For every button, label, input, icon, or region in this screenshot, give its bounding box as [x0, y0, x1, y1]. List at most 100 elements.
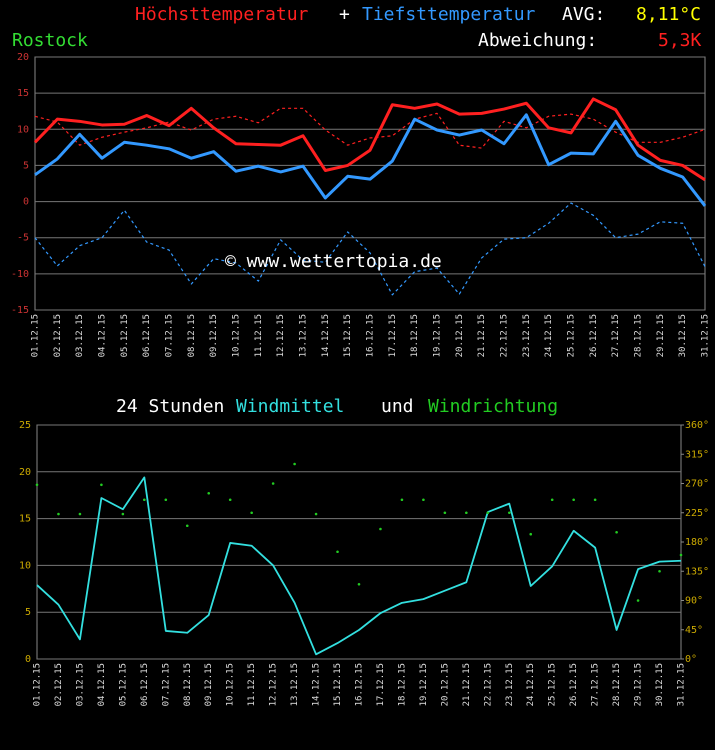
y2-tick-label: 90° — [685, 596, 703, 607]
x-tick-label: 31.12.15 — [701, 314, 711, 357]
direction-dot — [78, 512, 82, 516]
x-tick-label: 17.12.15 — [376, 663, 386, 706]
x-tick-label: 22.12.15 — [483, 663, 493, 706]
x-tick-label: 26.12.15 — [589, 314, 599, 357]
x-tick-label: 02.12.15 — [54, 663, 64, 706]
direction-dot — [572, 498, 575, 502]
x-tick-label: 02.12.15 — [53, 314, 63, 357]
x-tick-label: 08.12.15 — [183, 663, 193, 706]
y-tick-label: 0 — [23, 197, 29, 208]
x-tick-label: 16.12.15 — [366, 314, 376, 357]
location: Rostock — [12, 30, 88, 51]
deviation-value: 5,3K — [658, 30, 702, 51]
y2-tick-label: 315° — [685, 449, 709, 460]
direction-dot — [422, 498, 425, 502]
series-line — [34, 107, 706, 149]
x-tick-label: 14.12.15 — [312, 663, 322, 706]
x-tick-label: 11.12.15 — [254, 314, 264, 357]
x-tick-label: 14.12.15 — [321, 314, 331, 357]
x-tick-label: 05.12.15 — [118, 663, 128, 706]
direction-dot — [615, 530, 618, 534]
x-tick-label: 31.12.15 — [677, 663, 687, 706]
x-tick-label: 28.12.15 — [612, 663, 622, 706]
x-tick-label: 20.12.15 — [440, 663, 450, 706]
y-tick-label: 20 — [17, 52, 29, 63]
direction-dot — [228, 498, 232, 502]
x-tick-label: 08.12.15 — [187, 314, 197, 357]
direction-dot — [293, 462, 296, 466]
x-tick-label: 01.12.15 — [31, 314, 41, 357]
direction-dot — [679, 553, 683, 557]
x-tick-label: 15.12.15 — [343, 314, 353, 357]
y2-tick-label: 180° — [685, 537, 709, 548]
direction-dot — [35, 483, 39, 487]
x-tick-label: 06.12.15 — [140, 663, 150, 706]
x-tick-label: 24.12.15 — [526, 663, 536, 706]
direction-dot — [100, 483, 103, 487]
y-tick-label: -15 — [11, 305, 29, 316]
y2-tick-label: 225° — [685, 508, 709, 519]
x-tick-label: 05.12.15 — [120, 314, 130, 357]
direction-dot — [658, 569, 661, 573]
legend-joiner: + — [339, 4, 350, 25]
direction-dot — [207, 491, 211, 495]
x-tick-label: 26.12.15 — [569, 663, 579, 706]
watermark: © www.wettertopia.de — [225, 251, 442, 272]
x-tick-label: 09.12.15 — [209, 314, 219, 357]
x-tick-label: 19.12.15 — [433, 314, 443, 357]
legend-entry: Höchsttemperatur — [135, 4, 309, 25]
x-tick-label: 15.12.15 — [333, 663, 343, 706]
legend-entry: Windrichtung — [428, 396, 558, 417]
direction-dot — [185, 524, 189, 528]
chart-title: 24 Stunden — [116, 396, 224, 417]
x-tick-label: 23.12.15 — [522, 314, 532, 357]
x-tick-label: 30.12.15 — [678, 314, 688, 357]
x-tick-label: 30.12.15 — [655, 663, 665, 706]
x-tick-label: 21.12.15 — [477, 314, 487, 357]
x-tick-label: 18.12.15 — [397, 663, 407, 706]
y-tick-label: -5 — [17, 233, 29, 244]
series-line — [33, 97, 706, 182]
x-tick-label: 12.12.15 — [276, 314, 286, 357]
direction-dot — [550, 498, 554, 502]
direction-dot — [507, 511, 511, 515]
direction-dot — [400, 498, 404, 502]
x-tick-label: 09.12.15 — [204, 663, 214, 706]
x-tick-label: 24.12.15 — [544, 314, 554, 357]
x-tick-label: 12.12.15 — [269, 663, 279, 706]
y-tick-label: 20 — [19, 467, 31, 478]
direction-dot — [636, 599, 640, 602]
direction-dot — [465, 511, 468, 515]
x-tick-label: 04.12.15 — [97, 663, 107, 706]
direction-dot — [357, 582, 361, 586]
legend-entry: Windmittel — [236, 396, 344, 417]
direction-dot — [271, 482, 275, 485]
x-tick-label: 28.12.15 — [634, 314, 644, 357]
direction-dot — [57, 512, 60, 516]
x-tick-label: 06.12.15 — [142, 314, 152, 357]
deviation-label: Abweichung: — [478, 30, 597, 51]
y-tick-label: 10 — [17, 124, 29, 135]
series-line — [34, 202, 706, 296]
y-tick-label: 10 — [19, 560, 31, 571]
x-tick-label: 25.12.15 — [548, 663, 558, 706]
x-tick-label: 23.12.15 — [505, 663, 515, 706]
x-tick-label: 21.12.15 — [462, 663, 472, 706]
x-tick-label: 27.12.15 — [611, 314, 621, 357]
x-tick-label: 13.12.15 — [290, 663, 300, 706]
plot-frame — [36, 424, 682, 660]
x-tick-label: 10.12.15 — [232, 314, 242, 357]
x-tick-label: 29.12.15 — [634, 663, 644, 706]
y2-tick-label: 45° — [685, 625, 703, 636]
x-tick-label: 18.12.15 — [410, 314, 420, 357]
y-tick-label: 5 — [23, 160, 29, 171]
y-tick-label: 15 — [19, 514, 31, 525]
x-tick-label: 03.12.15 — [75, 663, 85, 706]
x-tick-label: 07.12.15 — [165, 314, 175, 357]
direction-dot — [486, 511, 490, 515]
series-line — [36, 476, 682, 656]
x-tick-label: 27.12.15 — [591, 663, 601, 706]
plot-frame — [34, 56, 706, 311]
series-line — [34, 113, 707, 207]
